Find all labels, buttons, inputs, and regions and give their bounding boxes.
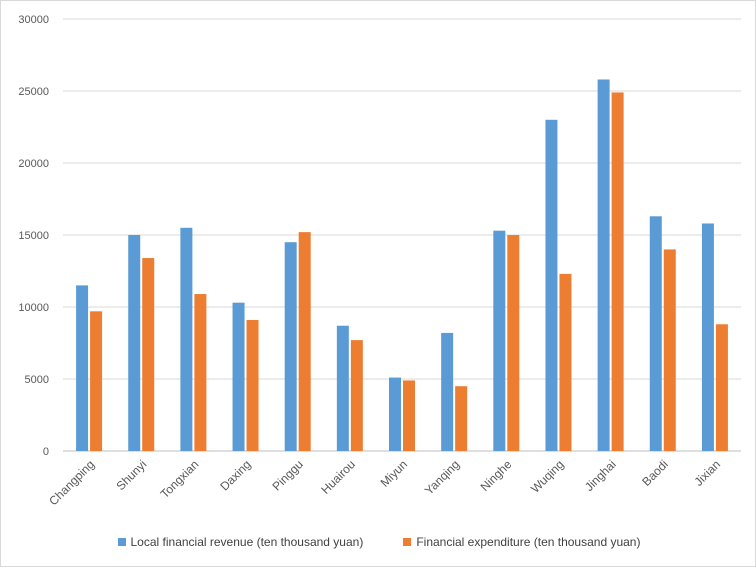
legend-label-expenditure: Financial expenditure (ten thousand yuan… (416, 535, 641, 549)
gridlines (63, 18, 741, 452)
x-tick-label: Shunyi (113, 457, 149, 493)
legend-swatch-revenue (117, 538, 126, 546)
bar-expenditure (90, 311, 103, 451)
x-tick-label: Jinghai (582, 457, 619, 494)
bar-expenditure (298, 232, 311, 451)
bar-expenditure (350, 340, 363, 451)
legend-label-revenue: Local financial revenue (ten thousand yu… (130, 535, 364, 549)
bar-expenditure (507, 235, 520, 451)
bar-expenditure (142, 258, 155, 451)
bar-revenue (336, 325, 349, 451)
x-tick-label: Wuqing (528, 457, 567, 496)
bar-revenue (701, 223, 714, 451)
y-tick-label: 30000 (18, 14, 49, 26)
x-tick-label: Huairou (318, 457, 358, 497)
bar-revenue (493, 230, 506, 451)
bar-expenditure (403, 380, 415, 451)
bar-revenue (597, 79, 610, 451)
bar-revenue (180, 227, 193, 451)
bars (76, 79, 728, 452)
bar-revenue (545, 119, 558, 452)
y-axis-tick-labels: 0 5000 10000 15000 20000 25000 30000 (18, 14, 49, 458)
bar-revenue (284, 242, 297, 451)
bar-expenditure (611, 92, 624, 451)
x-tick-label: Changping (46, 457, 97, 508)
legend: Local financial revenue (ten thousand yu… (1, 535, 756, 549)
bar-expenditure (246, 319, 259, 451)
x-tick-label: Baodi (639, 457, 671, 489)
y-tick-label: 15000 (18, 230, 49, 242)
bar-expenditure (455, 386, 468, 451)
y-tick-label: 0 (43, 446, 49, 458)
bar-expenditure (194, 294, 207, 451)
x-tick-label: Yanqing (422, 457, 462, 497)
bar-revenue (232, 302, 245, 451)
x-tick-label: Daxing (217, 457, 253, 493)
x-tick-label: Miyun (378, 457, 411, 490)
x-tick-label: Pinggu (269, 457, 305, 493)
y-tick-label: 20000 (18, 158, 49, 170)
legend-item-revenue: Local financial revenue (ten thousand yu… (117, 535, 364, 549)
x-tick-label: Jixian (691, 457, 723, 489)
y-tick-label: 25000 (18, 86, 49, 98)
x-axis-category-labels: Changping Shunyi Tongxian Daxing Pinggu Huair… (46, 457, 723, 508)
bar-revenue (76, 285, 89, 451)
y-tick-label: 10000 (18, 302, 49, 314)
bar-expenditure (715, 324, 728, 451)
bar-revenue (441, 332, 454, 451)
x-tick-label: Ninghe (478, 457, 515, 494)
bar-expenditure (559, 273, 572, 451)
bar-revenue (128, 235, 141, 451)
y-tick-label: 5000 (25, 374, 49, 386)
bar-revenue (389, 377, 401, 451)
legend-item-expenditure: Financial expenditure (ten thousand yuan… (403, 535, 640, 549)
bar-expenditure (663, 249, 676, 451)
bar-revenue (649, 216, 662, 451)
x-tick-label: Tongxian (158, 457, 202, 501)
legend-swatch-expenditure (403, 538, 412, 546)
